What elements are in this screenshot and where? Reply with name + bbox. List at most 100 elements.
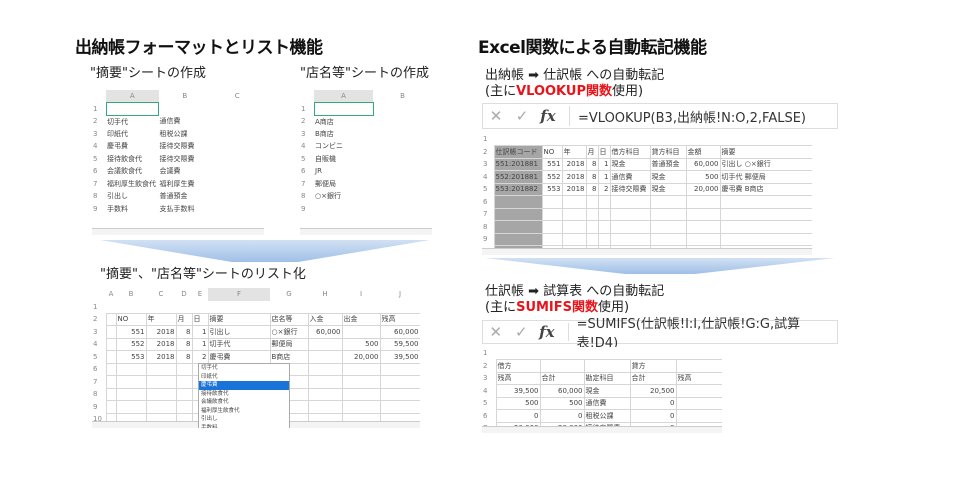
row-number[interactable]: 2 [483,361,488,370]
cell[interactable]: B商店 [269,350,309,364]
cell[interactable]: 引出し [107,192,128,201]
cell[interactable]: ○×銀行 [269,325,309,339]
row-number[interactable]: 1 [301,104,306,113]
formula-input-2[interactable]: =SUMIFS(仕訳帳!I:I,仕訳帳!G:G,試算表!D4) [576,317,801,351]
row-number[interactable]: 3 [93,129,98,138]
row-number[interactable]: 4 [483,386,488,395]
row-number[interactable]: 1 [93,302,98,311]
row-number[interactable]: 3 [483,374,488,383]
cell[interactable]: 553:201882 [493,182,543,196]
column-header[interactable]: B [128,290,134,299]
cell[interactable] [598,133,610,146]
cell[interactable] [685,232,721,246]
header-cell[interactable]: 合計 [629,371,677,385]
cell[interactable] [493,232,543,246]
cell[interactable] [341,400,381,414]
cell[interactable] [105,325,117,339]
cell[interactable] [105,337,117,351]
cell[interactable]: 切手代 郵便局 [719,170,812,184]
cell[interactable] [307,337,343,351]
cell[interactable]: B商店 [315,129,334,138]
cell[interactable]: 2 [597,182,611,196]
cell[interactable] [313,102,374,116]
cell[interactable]: 租税公課 [159,129,188,138]
cell[interactable]: 1 [597,157,611,171]
header-cell[interactable]: 出金 [341,312,381,326]
row-number[interactable]: 6 [93,167,98,176]
cell[interactable]: 60,000 [379,325,420,339]
cell[interactable] [494,133,542,146]
row-number[interactable]: 6 [93,365,98,374]
cell[interactable] [314,203,373,216]
cell[interactable] [145,387,177,401]
cell[interactable] [597,195,611,209]
row-number[interactable]: 5 [93,352,98,361]
corner[interactable] [92,288,106,301]
cell[interactable] [541,207,563,221]
header-cell[interactable]: 年 [561,145,587,159]
cell[interactable] [116,301,146,314]
cell[interactable] [308,301,342,314]
cell[interactable] [307,350,343,364]
header-cell[interactable]: 摘要 [719,145,812,159]
cell[interactable]: 0 [539,409,585,423]
cell[interactable] [541,232,563,246]
column-header[interactable]: A [314,90,373,103]
cell[interactable]: 現金 [649,170,687,184]
header-cell[interactable]: 店名等 [269,312,309,326]
cell[interactable] [341,362,381,376]
column-header[interactable]: J [398,290,402,299]
row-number[interactable]: 3 [301,129,306,138]
cell[interactable] [609,207,651,221]
cell[interactable] [175,375,193,389]
cell[interactable] [719,232,812,246]
cell[interactable] [379,400,420,414]
cell[interactable] [270,301,308,314]
cell[interactable]: 0 [629,409,677,423]
header-cell[interactable]: 残高 [495,371,541,385]
cell[interactable] [105,102,159,116]
cell[interactable]: 2018 [561,182,587,196]
dropdown-option[interactable]: 引出し [201,416,218,422]
cell[interactable] [585,232,599,246]
row-number[interactable]: 7 [93,179,98,188]
header-cell[interactable]: 仕訳帳コード [493,145,543,159]
cell[interactable] [341,387,381,401]
cell[interactable]: 1 [597,170,611,184]
cell[interactable]: 現金 [583,384,631,398]
cell[interactable] [146,301,176,314]
cell[interactable]: 552 [115,337,147,351]
header-cell[interactable]: 年 [145,312,177,326]
cell[interactable]: 切手代 [107,117,128,126]
header-cell[interactable]: 貸方 [629,359,677,373]
cell[interactable] [609,232,651,246]
cell[interactable]: ○×銀行 [315,192,341,201]
row-number[interactable]: 9 [483,235,488,244]
cell[interactable]: 1 [191,337,209,351]
cell[interactable] [597,207,611,221]
dropdown-option[interactable]: 切手代 [201,365,218,371]
cell[interactable]: 2018 [561,157,587,171]
cell[interactable] [676,347,722,360]
cell[interactable]: 支払手数料 [159,204,195,213]
dropdown-option[interactable]: 印紙代 [201,373,218,380]
cell[interactable] [719,220,812,234]
corner[interactable] [92,90,106,103]
cell[interactable]: 2018 [561,170,587,184]
cell[interactable] [649,207,687,221]
cell[interactable]: 福利厚生飲食代 [107,179,156,188]
cell[interactable] [650,133,686,146]
cell[interactable] [105,312,117,326]
row-number[interactable]: 9 [93,204,98,213]
cell[interactable]: 39,500 [495,384,541,398]
cell[interactable] [561,220,587,234]
cell[interactable] [115,375,147,389]
cell[interactable]: 551 [541,157,563,171]
cell[interactable]: 553 [541,182,563,196]
cell[interactable]: 20,000 [685,182,721,196]
cell[interactable]: 60,000 [685,157,721,171]
cell[interactable] [541,220,563,234]
cell[interactable] [561,232,587,246]
cell[interactable] [609,220,651,234]
row-number[interactable]: 4 [93,340,98,349]
